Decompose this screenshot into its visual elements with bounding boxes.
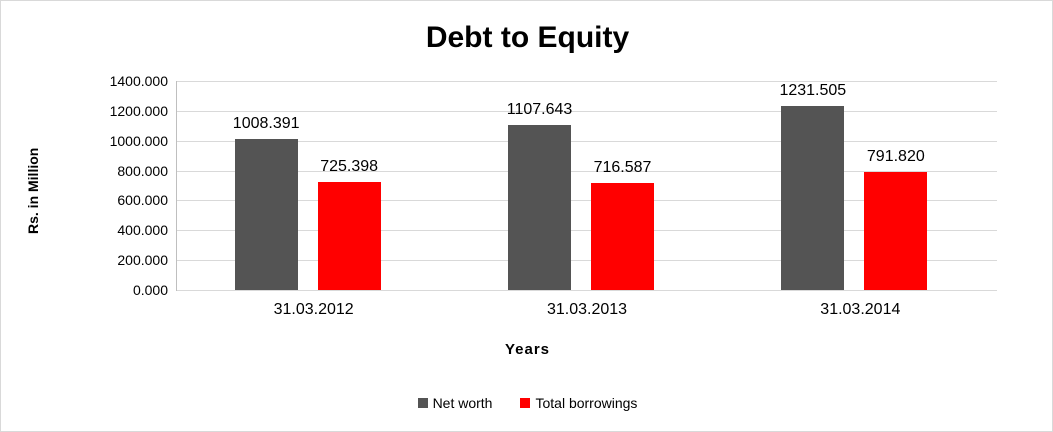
- bar-total-borrowings[interactable]: [317, 181, 381, 290]
- y-axis-tick-labels: 1400.000 1200.000 1000.000 800.000 600.000 40…: [63, 73, 168, 298]
- bar-value-label: 791.820: [866, 147, 925, 165]
- plot-area: 1008.391 725.398 1107.643 716.587 1231.505 79…: [177, 81, 997, 291]
- legend-swatch-icon: [417, 398, 428, 408]
- gridline: [177, 230, 997, 232]
- bar-total-borrowings[interactable]: [591, 183, 654, 290]
- gridline: [177, 200, 997, 202]
- x-axis-category-labels: 31.03.2012 31.03.2013 31.03.2014: [177, 301, 997, 325]
- y-axis-line: [176, 81, 177, 291]
- legend-item-total-borrowings[interactable]: Total borrowings: [520, 395, 637, 411]
- legend-swatch-icon: [520, 398, 531, 408]
- bar-value-label: 716.587: [593, 159, 652, 177]
- gridline: [177, 110, 997, 112]
- y-axis-tick-label: 0.000: [132, 282, 168, 298]
- chart-legend: Net worth Total borrowings: [1, 395, 1052, 411]
- bar-networth[interactable]: [234, 139, 298, 290]
- x-axis-category-label: 31.03.2014: [820, 301, 901, 318]
- gridline: [177, 290, 997, 291]
- y-axis-tick-label: 1200.000: [109, 102, 168, 119]
- x-axis-category-label: 31.03.2013: [546, 301, 628, 318]
- legend-item-networth[interactable]: Net worth: [417, 395, 493, 411]
- gridline: [177, 260, 997, 262]
- bar-value-label: 725.398: [320, 157, 379, 175]
- legend-label: Net worth: [432, 395, 493, 411]
- y-axis-tick-label: 1400.000: [109, 73, 168, 89]
- x-axis-title: Years: [504, 341, 551, 358]
- bar-networth[interactable]: [781, 106, 845, 290]
- y-axis-tick-label: 1000.000: [109, 132, 168, 149]
- y-axis-tick-label: 200.000: [117, 252, 168, 269]
- y-axis-tick-label: 400.000: [117, 222, 168, 239]
- y-axis-tick-label: 800.000: [117, 162, 168, 179]
- bar-total-borrowings[interactable]: [864, 171, 928, 290]
- gridline: [177, 81, 997, 82]
- legend-label: Total borrowings: [535, 395, 638, 411]
- gridline: [177, 140, 997, 142]
- x-axis-category-label: 31.03.2012: [273, 301, 354, 318]
- gridline: [177, 170, 997, 172]
- bar-value-label: 1107.643: [506, 100, 573, 118]
- bar-value-label: 1231.505: [779, 82, 847, 100]
- chart-title: Debt to Equity: [425, 21, 630, 54]
- bar-networth[interactable]: [508, 124, 571, 290]
- y-axis-tick-label: 600.000: [117, 192, 168, 209]
- bar-value-label: 1008.391: [232, 115, 300, 133]
- y-axis-title: Rs. in Million: [25, 147, 41, 235]
